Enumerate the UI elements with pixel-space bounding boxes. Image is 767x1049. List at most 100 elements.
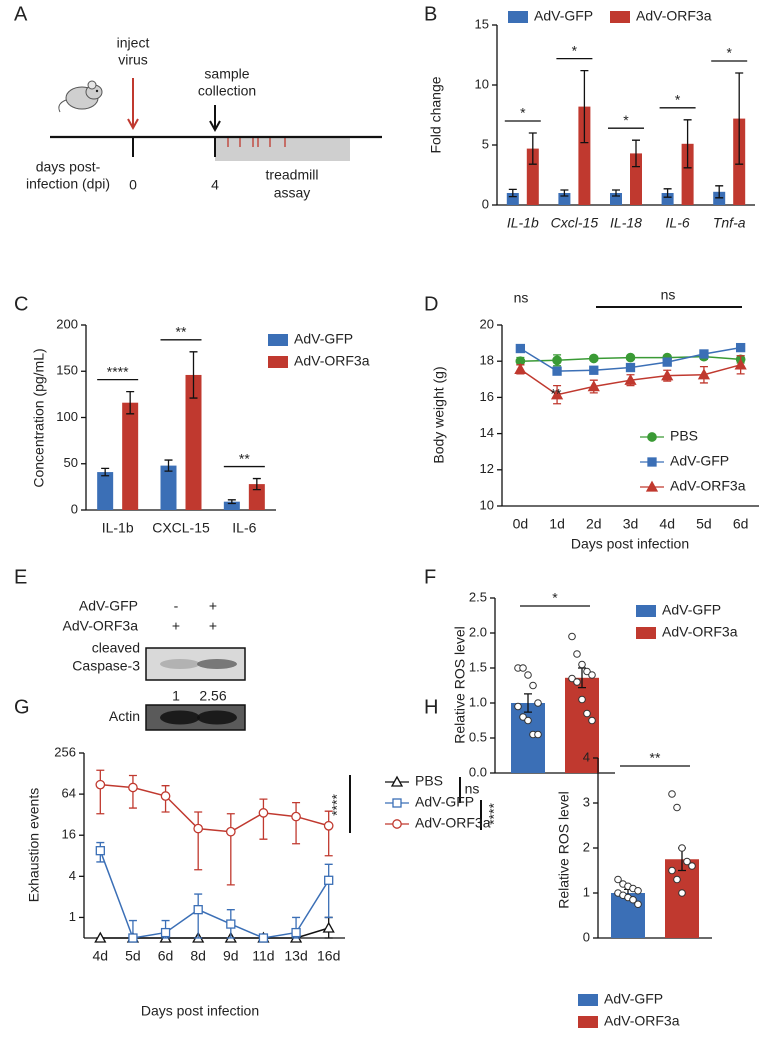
y-tick-label: 16	[480, 389, 494, 404]
y-axis-label: Relative ROS level	[452, 626, 468, 744]
marker	[324, 875, 334, 885]
y-tick-label: 0.0	[469, 764, 487, 779]
significance-label: **	[650, 750, 661, 766]
legend-label: AdV-ORF3a	[636, 8, 712, 24]
bar	[122, 402, 139, 510]
marker	[697, 368, 711, 380]
significance-label: *	[623, 112, 629, 128]
error-bar	[194, 893, 203, 939]
legend-swatch	[268, 334, 288, 346]
data-point	[678, 889, 686, 897]
error-bar	[194, 811, 203, 871]
x-tick-label: 11d	[252, 948, 274, 964]
y-tick-label: 18	[480, 353, 494, 368]
series-line	[100, 783, 329, 833]
panel-letter: C	[14, 293, 28, 315]
x-tick-label: Cxcl-15	[551, 215, 599, 231]
y-axis-label: Fold change	[428, 76, 444, 153]
data-point	[673, 803, 681, 812]
data-point	[673, 875, 681, 884]
y-tick-label: 20	[480, 316, 494, 331]
y-tick-label: 50	[64, 455, 78, 470]
y-tick-label: 0	[71, 501, 78, 516]
marker	[128, 782, 138, 793]
y-tick-label: 150	[56, 363, 78, 378]
significance-label: *	[675, 92, 681, 108]
band-quantification: 1	[172, 688, 180, 704]
significance-label: ****	[107, 363, 129, 379]
y-tick-label: 0	[583, 929, 590, 944]
y-tick-label: 100	[56, 409, 78, 424]
x-axis-label: Days post infection	[571, 536, 689, 552]
marker	[193, 905, 203, 915]
x-tick-label: Tnf-a	[713, 215, 746, 231]
error-bar	[580, 69, 589, 144]
bar	[223, 501, 240, 510]
lane-sign: +	[172, 618, 180, 634]
y-tick-label: 4	[583, 749, 590, 764]
y-tick-label: 1.0	[469, 694, 487, 709]
y-tick-label: 64	[62, 786, 76, 801]
legend-label: PBS	[670, 428, 698, 444]
significance-label: **	[176, 324, 187, 340]
legend-swatch	[268, 356, 288, 368]
bar	[526, 148, 539, 205]
condition-label: AdV-GFP	[79, 598, 138, 614]
assay-period	[215, 137, 350, 161]
x-tick-label: IL-6	[232, 520, 256, 536]
bar	[661, 193, 674, 205]
y-tick-label: 1	[69, 909, 76, 924]
marker	[625, 352, 636, 363]
band-label: cleaved	[92, 640, 140, 656]
bar	[248, 484, 265, 510]
y-tick-label: 15	[475, 16, 489, 31]
marker	[291, 927, 301, 938]
data-point	[578, 660, 586, 669]
marker	[258, 808, 269, 818]
y-axis-label: Body weight (g)	[431, 366, 447, 463]
y-tick-label: 0	[482, 196, 489, 211]
marker	[258, 933, 269, 943]
data-point	[524, 716, 532, 725]
marker	[95, 846, 105, 856]
data-point	[534, 699, 542, 707]
legend-swatch	[636, 605, 656, 617]
marker	[128, 933, 138, 943]
data-point	[683, 857, 691, 866]
marker	[390, 775, 404, 787]
series-line	[100, 927, 329, 939]
annotation: ns	[661, 287, 676, 303]
y-tick-label: 256	[54, 744, 76, 759]
legend-label: AdV-GFP	[415, 794, 474, 810]
legend-label: AdV-ORF3a	[670, 478, 746, 494]
data-point	[688, 862, 696, 870]
marker	[552, 355, 562, 366]
x-tick-label: CXCL-15	[152, 520, 210, 536]
data-point	[519, 664, 527, 672]
data-point	[588, 716, 596, 725]
legend-label: AdV-GFP	[294, 331, 353, 347]
blot-band	[197, 659, 237, 669]
condition-label: AdV-ORF3a	[63, 618, 139, 634]
legend-swatch	[508, 11, 528, 23]
marker	[661, 369, 674, 381]
error-bar	[508, 188, 517, 198]
data-point	[678, 844, 686, 852]
marker	[735, 342, 746, 353]
marker	[392, 819, 402, 829]
error-bar	[189, 351, 198, 399]
bar	[565, 677, 599, 773]
marker	[291, 811, 301, 822]
error-bar	[126, 390, 135, 415]
y-tick-label: 14	[480, 425, 494, 440]
error-bar	[227, 499, 236, 505]
data-point	[668, 866, 676, 875]
error-bar	[259, 798, 268, 840]
bar	[97, 472, 114, 510]
x-tick-label: IL-18	[610, 215, 642, 231]
y-tick-label: 10	[480, 497, 494, 512]
x-tick-label: 8d	[190, 948, 206, 964]
day-label: 4	[211, 177, 219, 193]
panel-letter: H	[424, 696, 438, 718]
